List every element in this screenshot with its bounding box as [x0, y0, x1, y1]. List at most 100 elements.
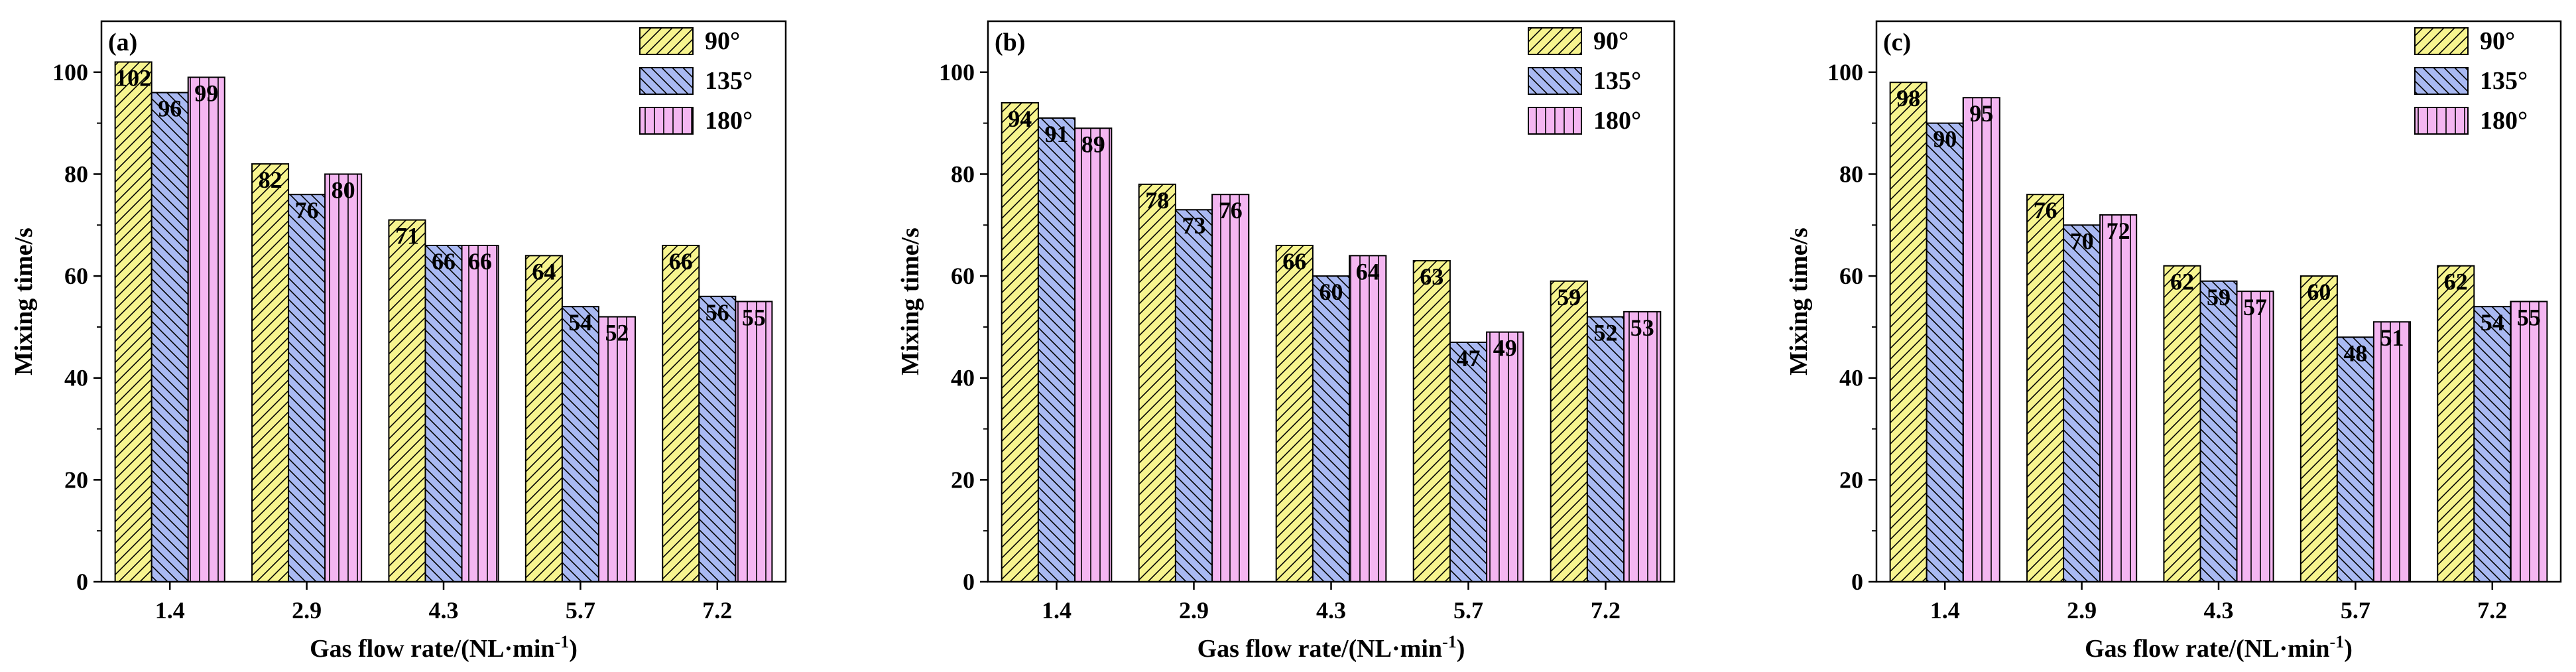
x-axis-title-end: )	[2344, 635, 2353, 663]
y-tick-label: 60	[951, 263, 975, 289]
panel-label: (c)	[1883, 29, 1911, 56]
x-tick-label: 2.9	[292, 597, 322, 624]
bar-data-label: 89	[1081, 131, 1105, 157]
legend-swatch	[2414, 27, 2469, 55]
chart-panel-1: 0 20 40 60 80 100 Mixing time/s 102 96 99 1.4 82 76 8…	[10, 20, 787, 663]
bar-data-label: 55	[2517, 304, 2541, 331]
legend-swatch	[2414, 67, 2469, 95]
x-axis-title-main: Gas flow rate/(NL·min	[1197, 635, 1442, 663]
bar-data-label: 94	[1008, 105, 1032, 132]
x-axis-title-superscript: -1	[1442, 632, 1457, 651]
bar	[1623, 310, 1662, 582]
y-tick-label: 0	[76, 569, 88, 595]
bar-data-label: 66	[468, 248, 492, 275]
legend-swatch	[639, 67, 694, 95]
x-tick-label: 7.2	[2477, 597, 2507, 624]
bar-data-label: 64	[1356, 258, 1380, 285]
bar-data-label: 78	[1145, 187, 1169, 214]
y-tick-label: 100	[52, 59, 88, 86]
y-tick-label: 80	[951, 161, 975, 187]
legend-label: 135°	[2480, 67, 2528, 95]
bar	[662, 245, 700, 582]
bar-data-label: 48	[2343, 340, 2367, 366]
y-tick-label: 40	[1839, 365, 1863, 391]
y-axis-title: Mixing time/s	[10, 228, 38, 375]
x-tick-label: 1.4	[1930, 597, 1960, 624]
bar-data-label: 54	[568, 309, 592, 336]
x-axis-title-main: Gas flow rate/(NL·min	[310, 635, 554, 663]
bar-data-label: 57	[2243, 294, 2267, 320]
plot-frame	[987, 20, 1676, 583]
y-tick-label: 60	[64, 263, 88, 289]
legend-label: 135°	[1593, 67, 1641, 95]
y-tick-label: 40	[64, 365, 88, 391]
legend: 90° 135° 180°	[2414, 27, 2528, 135]
bar	[1037, 117, 1076, 583]
panel-label: (a)	[108, 29, 137, 56]
x-tick-label: 7.2	[1591, 597, 1621, 624]
bar	[2437, 265, 2475, 582]
bar-data-label: 91	[1045, 121, 1069, 147]
panel-label: (b)	[995, 29, 1025, 56]
bar-data-label: 63	[1420, 263, 1443, 290]
bar	[597, 316, 636, 582]
bar-data-label: 71	[395, 223, 419, 249]
legend-swatch	[639, 107, 694, 135]
bar-data-label: 55	[742, 304, 766, 331]
bar-data-label: 99	[194, 80, 218, 107]
bar	[1211, 194, 1250, 582]
bar	[1412, 260, 1451, 582]
legend: 90° 135° 180°	[1528, 27, 1641, 135]
bar	[2063, 224, 2101, 583]
bar	[461, 245, 499, 582]
bar	[1138, 183, 1176, 582]
x-tick-label: 2.9	[2067, 597, 2097, 624]
bar	[698, 295, 737, 582]
bar-data-label: 76	[295, 197, 319, 224]
bar	[2163, 265, 2201, 582]
bar	[288, 194, 326, 582]
x-tick-label: 4.3	[2204, 597, 2234, 624]
bar-data-label: 49	[1493, 335, 1517, 362]
bar-data-label: 60	[2307, 279, 2331, 305]
x-axis-title-superscript: -1	[555, 632, 570, 651]
bar-data-label: 76	[2034, 197, 2057, 224]
legend-swatch	[1528, 27, 1582, 55]
bar	[251, 163, 290, 583]
bar	[324, 173, 363, 583]
bar-data-label: 66	[1282, 248, 1306, 275]
bar-data-label: 80	[332, 176, 355, 203]
bar	[1349, 255, 1387, 582]
bar	[2336, 336, 2374, 582]
legend-swatch	[1528, 67, 1582, 95]
bar-data-label: 53	[1630, 314, 1654, 341]
bar	[2236, 291, 2274, 582]
bar	[2473, 306, 2512, 582]
x-axis-title-main: Gas flow rate/(NL·min	[2085, 635, 2329, 663]
legend-label: 180°	[2480, 107, 2528, 135]
bar	[2510, 301, 2548, 582]
x-axis-title-superscript: -1	[2330, 632, 2345, 651]
y-tick-label: 20	[1839, 466, 1863, 493]
bar	[2300, 275, 2338, 582]
x-tick-label: 5.7	[1453, 597, 1483, 624]
bar-data-label: 62	[2170, 269, 2194, 295]
bar	[1486, 331, 1524, 582]
x-tick-label: 7.2	[702, 597, 732, 624]
bar-data-label: 72	[2107, 218, 2130, 244]
x-tick-label: 5.7	[566, 597, 595, 624]
bar-data-label: 52	[1594, 320, 1618, 346]
legend: 90° 135° 180°	[639, 27, 753, 135]
bar	[1550, 280, 1588, 582]
x-tick-label: 4.3	[429, 597, 459, 624]
x-axis-title: Gas flow rate/(NL·min-1)	[310, 632, 578, 663]
x-tick-label: 1.4	[155, 597, 185, 624]
y-tick-label: 80	[1839, 161, 1863, 187]
bar	[1962, 97, 2000, 582]
y-tick-label: 60	[1839, 263, 1863, 289]
y-tick-label: 40	[951, 365, 975, 391]
y-tick-label: 100	[1827, 59, 1863, 86]
bar-data-label: 59	[1557, 284, 1581, 310]
bar-data-label: 96	[158, 96, 182, 122]
x-tick-label: 4.3	[1316, 597, 1346, 624]
